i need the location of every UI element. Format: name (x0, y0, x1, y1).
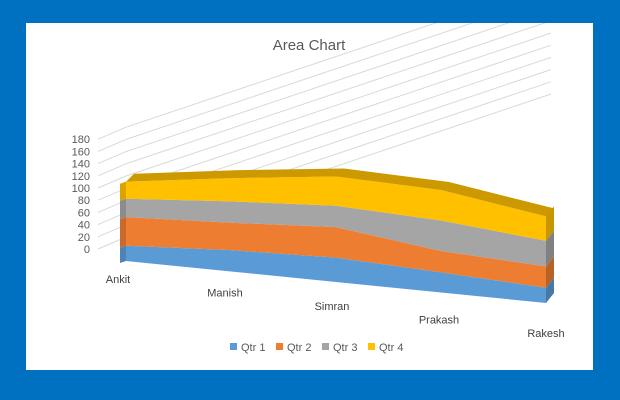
area-face (126, 198, 546, 267)
gridline-side (97, 163, 127, 177)
gridline-side (97, 138, 127, 152)
series-qtr-4 (120, 175, 554, 241)
y-tick-label: 100 (72, 183, 90, 195)
area-left-side (120, 198, 126, 220)
gridline-side (97, 151, 127, 165)
y-tick-label: 40 (78, 220, 90, 232)
gridline-side (97, 126, 127, 140)
area-top-cap (126, 168, 554, 217)
series-qtr-2 (120, 216, 554, 288)
x-tick-label: Prakash (419, 315, 459, 327)
x-tick-label: Rakesh (527, 328, 564, 340)
area-face (126, 217, 546, 288)
gridline (125, 32, 552, 177)
legend-swatch (368, 343, 375, 350)
series-qtr-1 (120, 245, 554, 303)
area-side (546, 277, 554, 303)
area-left-side (120, 217, 126, 248)
legend-label: Qtr 1 (241, 342, 265, 354)
area-side (546, 256, 554, 288)
chart-title: Area Chart (273, 37, 346, 54)
legend-label: Qtr 4 (379, 342, 403, 354)
legend-label: Qtr 2 (287, 342, 311, 354)
y-tick-label: 0 (84, 244, 90, 256)
gridline (125, 44, 552, 189)
gridline (125, 23, 438, 128)
legend-swatch (230, 343, 237, 350)
y-tick-label: 160 (72, 146, 90, 158)
area-left-side (120, 245, 126, 263)
area-face (126, 176, 546, 241)
gridline (125, 23, 474, 140)
y-tick-label: 120 (72, 171, 90, 183)
area-face (126, 245, 546, 303)
gridline (125, 23, 547, 165)
y-tick-label: 60 (78, 207, 90, 219)
y-tick-label: 80 (78, 195, 90, 207)
legend-label: Qtr 3 (333, 342, 357, 354)
series-qtr-3 (120, 198, 554, 267)
x-tick-label: Manish (207, 288, 242, 300)
y-tick-label: 140 (72, 159, 90, 171)
x-tick-label: Simran (315, 301, 350, 313)
gridline (125, 23, 510, 153)
legend: Qtr 1 Qtr 2 Qtr 3 Qtr 4 (230, 342, 403, 354)
y-tick-label: 20 (78, 232, 90, 244)
gridline-side (97, 175, 127, 189)
x-tick-label: Ankit (106, 274, 130, 286)
legend-swatch (276, 343, 283, 350)
chart-area: 0 20 40 60 80 100 120 140 160 180 Ankit Manish Simra… (26, 23, 593, 370)
legend-swatch (322, 343, 329, 350)
area-left-side (120, 181, 126, 201)
area-side (546, 206, 554, 241)
y-tick-label: 180 (72, 134, 90, 146)
area-side (546, 230, 554, 267)
